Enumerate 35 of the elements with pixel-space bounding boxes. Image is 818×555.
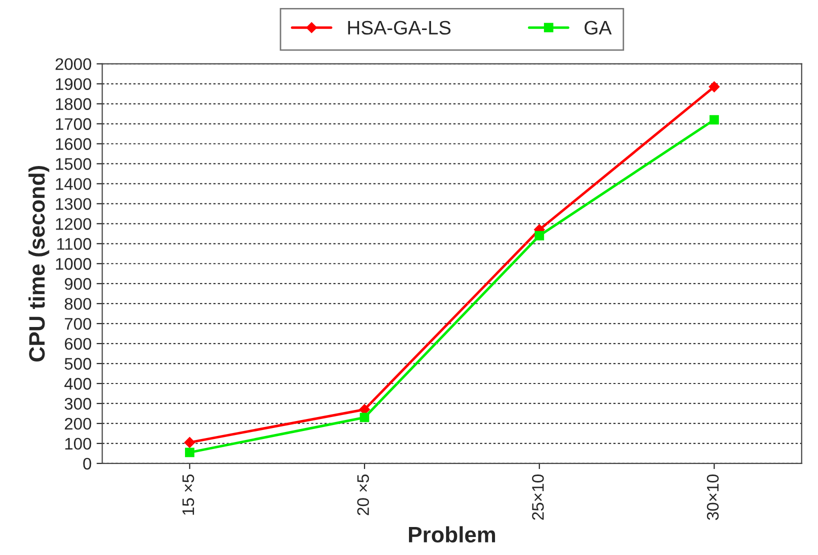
x-axis-title: Problem <box>408 526 496 543</box>
y-tick-label: 1100 <box>57 238 92 250</box>
y-tick-label: 800 <box>64 298 92 310</box>
y-tick-label: 1800 <box>56 98 92 110</box>
x-tick-label: 20 ×5 <box>357 474 369 516</box>
y-tick-label: 1500 <box>56 158 92 170</box>
x-tick-label: 25×10 <box>532 474 544 520</box>
y-tick-label: 1000 <box>56 258 92 270</box>
y-tick-label: 1200 <box>56 218 92 230</box>
y-tick-label: 500 <box>64 358 92 370</box>
y-tick-label: 600 <box>64 338 92 350</box>
y-tick-label: 100 <box>65 438 92 450</box>
y-tick-label: 700 <box>64 318 92 330</box>
y-tick-label: 1400 <box>56 178 92 190</box>
y-tick-label: 900 <box>64 278 92 290</box>
y-tick-label: 1700 <box>56 118 92 130</box>
y-axis-title: CPU time (second) <box>28 166 50 362</box>
y-tick-label: 200 <box>64 418 92 430</box>
legend-label: GA <box>584 20 612 35</box>
x-tick-label: 15 ×5 <box>182 474 194 515</box>
y-tick-label: 300 <box>64 398 92 410</box>
y-tick-label: 1600 <box>56 138 92 150</box>
point <box>708 81 720 92</box>
point <box>534 230 544 240</box>
y-tick-label: 1300 <box>56 198 92 210</box>
point <box>184 437 196 448</box>
y-tick-label: 2000 <box>56 58 92 70</box>
x-tick-label: 30×10 <box>706 474 719 520</box>
legend-label: HSA-GA-LS <box>348 20 451 35</box>
y-tick-label: 400 <box>64 378 92 390</box>
y-tick-label: 0 <box>83 458 92 470</box>
point <box>184 448 194 458</box>
y-tick-label: 1900 <box>56 78 92 90</box>
point <box>710 115 719 124</box>
point <box>360 412 370 422</box>
